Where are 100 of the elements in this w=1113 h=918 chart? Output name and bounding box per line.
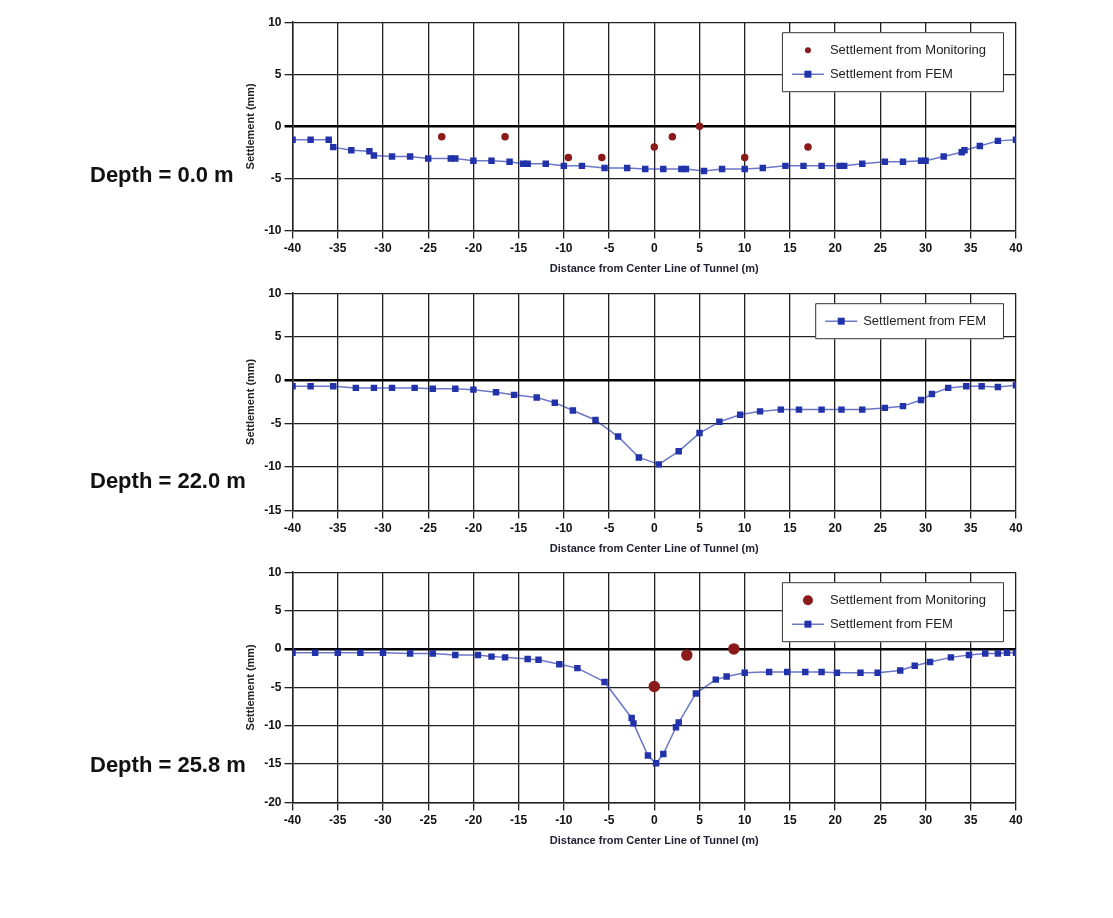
x-tick-label: -5	[603, 520, 615, 535]
x-tick-label: -5	[603, 812, 615, 827]
point	[818, 162, 825, 170]
x-tick-label: -10	[555, 240, 573, 255]
point	[692, 690, 700, 697]
x-tick-label: -25	[419, 240, 438, 255]
point	[352, 384, 360, 392]
x-tick-label: -35	[329, 812, 347, 827]
y-tick-label: -5	[270, 415, 282, 430]
point	[348, 147, 355, 154]
point	[712, 676, 719, 683]
point	[601, 678, 608, 686]
point	[682, 165, 690, 173]
x-tick-label: 10	[738, 240, 752, 255]
x-tick-label: -40	[283, 240, 302, 255]
x-tick-label: 15	[783, 240, 797, 255]
point	[470, 157, 477, 164]
point	[574, 664, 581, 672]
point	[899, 158, 907, 165]
point	[994, 650, 1002, 657]
point	[922, 157, 929, 164]
y-axis-title: Settlement (mm)	[243, 82, 256, 170]
point	[330, 382, 337, 390]
point	[601, 164, 608, 172]
x-tick-label: 25	[873, 240, 888, 255]
point	[759, 164, 767, 172]
point	[510, 391, 518, 399]
x-tick-label: -20	[464, 520, 483, 535]
point	[592, 416, 599, 424]
point	[578, 162, 586, 170]
point	[756, 408, 764, 415]
point	[506, 158, 513, 165]
text: Depth = 22.0 m	[90, 468, 246, 494]
x-axis-title: Distance from Center Line of Tunnel (m)	[549, 542, 760, 555]
point	[524, 160, 531, 167]
point	[501, 654, 509, 661]
point	[765, 668, 773, 676]
point	[723, 673, 730, 680]
point	[982, 650, 989, 657]
point	[718, 165, 726, 173]
y-tick-label: -10	[264, 222, 282, 237]
x-tick-label: 35	[964, 812, 978, 827]
point	[859, 160, 866, 167]
point	[388, 153, 396, 160]
point	[675, 448, 682, 455]
point	[542, 160, 549, 167]
point	[728, 643, 740, 655]
point	[911, 662, 918, 670]
x-tick-label: -25	[419, 520, 438, 535]
x-tick-label: -35	[329, 240, 347, 255]
x-tick-label: 20	[828, 520, 843, 535]
point	[800, 162, 807, 170]
point	[366, 148, 373, 155]
point	[614, 433, 622, 440]
y-tick-label: 5	[274, 602, 282, 617]
y-tick-label: -20	[264, 794, 282, 809]
point	[741, 669, 748, 676]
point	[899, 402, 907, 410]
x-tick-label: -40	[283, 812, 302, 827]
point	[370, 152, 378, 159]
point	[452, 651, 459, 659]
point	[940, 153, 947, 160]
x-tick-label: 40	[1009, 240, 1023, 255]
y-tick-label: 10	[268, 14, 282, 29]
point	[569, 407, 577, 414]
point	[660, 165, 667, 173]
point	[660, 750, 667, 758]
point	[795, 406, 803, 413]
point	[926, 658, 934, 666]
point	[652, 760, 660, 767]
point	[857, 669, 864, 676]
point	[630, 720, 637, 727]
point	[311, 649, 319, 656]
x-tick-label: 5	[696, 812, 704, 827]
point	[370, 384, 378, 392]
point	[560, 162, 568, 170]
point	[859, 406, 866, 413]
point	[695, 122, 704, 131]
point	[488, 157, 495, 164]
point	[406, 153, 414, 160]
x-tick-label: -10	[555, 812, 573, 827]
text: Depth = 0.0 m	[90, 162, 234, 188]
y-tick-label: -5	[270, 679, 282, 694]
point	[411, 384, 418, 392]
point	[700, 167, 708, 175]
x-tick-label: 5	[696, 520, 704, 535]
x-tick-label: 15	[783, 520, 797, 535]
point	[944, 384, 952, 392]
point	[556, 661, 563, 668]
point	[833, 669, 841, 676]
x-tick-label: 40	[1009, 812, 1023, 827]
x-tick-label: -20	[464, 240, 483, 255]
point	[598, 153, 606, 162]
point	[438, 132, 446, 141]
point	[642, 165, 649, 173]
point	[978, 382, 985, 390]
x-tick-label: 30	[918, 240, 933, 255]
y-tick-label: -10	[264, 459, 282, 474]
point	[655, 461, 663, 468]
x-tick-label: -5	[603, 240, 615, 255]
